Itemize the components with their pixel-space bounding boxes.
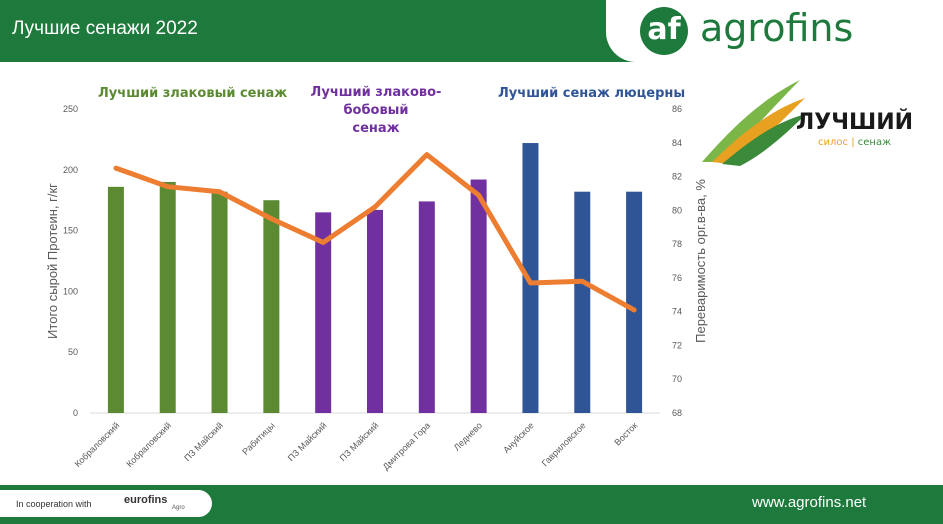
line-point — [477, 193, 481, 197]
y-tick-label: 50 — [68, 347, 78, 357]
y-tick-label: 150 — [63, 226, 78, 236]
line-point — [321, 240, 325, 244]
x-tick-label: Леднево — [452, 420, 484, 452]
y2-tick-label: 68 — [672, 408, 682, 418]
y2-tick-label: 76 — [672, 273, 682, 283]
y2-tick-label: 80 — [672, 205, 682, 215]
x-tick-label: ПЗ Майский — [182, 420, 225, 463]
y-tick-label: 250 — [63, 104, 78, 114]
brand-subtitle: силос | сенаж — [818, 137, 892, 148]
bar — [418, 201, 435, 413]
x-tick-label: Кобраловский — [73, 420, 122, 469]
y2-axis-label: Переваримость орг.в-ва, % — [693, 179, 708, 343]
group-label-grass: Лучший злаковый сенаж — [98, 86, 288, 101]
line-point — [632, 308, 636, 312]
x-tick-label: Ануйское — [501, 420, 536, 455]
x-tick-label: Кобраловский — [124, 420, 173, 469]
bar — [211, 191, 228, 413]
line-point — [580, 279, 584, 283]
bar — [107, 186, 124, 413]
y-tick-label: 200 — [63, 165, 78, 175]
bar — [367, 209, 383, 413]
y-tick-label: 0 — [73, 408, 78, 418]
line-point — [166, 185, 170, 189]
brand-sub-silage: силос — [818, 137, 849, 148]
bar — [626, 191, 643, 413]
y2-tick-label: 74 — [672, 307, 682, 317]
page-title: Лучшие сенажи 2022 — [12, 18, 198, 39]
bar — [470, 179, 487, 413]
bar — [315, 212, 332, 413]
x-tick-label: Восток — [612, 420, 639, 447]
line-point — [528, 281, 532, 285]
line-point — [218, 190, 222, 194]
y2-tick-label: 82 — [672, 172, 682, 182]
eurofins-sub: Agro — [172, 505, 185, 511]
y2-tick-label: 78 — [672, 239, 682, 249]
agrofins-logo-icon: af — [640, 7, 688, 55]
group-label-grass-legume: Лучший злаково-бобовый сенаж — [285, 84, 467, 138]
y-axis-label: Итого сырой Протеин, г/кг — [45, 183, 60, 339]
y2-tick-label: 86 — [672, 104, 682, 114]
logo-name: agrofins — [700, 6, 854, 50]
x-tick-label: Рабитицы — [240, 420, 277, 457]
eurofins-logo: eurofins — [124, 494, 168, 506]
x-tick-label: ПЗ Майский — [338, 420, 381, 463]
line-point — [373, 205, 377, 209]
y2-tick-label: 72 — [672, 340, 682, 350]
bar — [574, 191, 591, 413]
line-point — [269, 217, 273, 221]
bar — [263, 200, 280, 413]
brand-word: ЛУЧШИЙ — [796, 110, 914, 135]
group-label-grass-legume-line2: сенаж — [352, 121, 400, 136]
y-tick-label: 100 — [63, 286, 78, 296]
line-point — [114, 166, 118, 170]
x-tick-label: Дмитрова Гора — [381, 420, 433, 472]
bar — [522, 143, 539, 413]
brand-sub-haylage: сенаж — [857, 137, 892, 148]
y2-tick-label: 70 — [672, 374, 682, 384]
group-label-grass-legume-line1: Лучший злаково-бобовый — [310, 85, 442, 118]
website-link[interactable]: www.agrofins.net — [752, 494, 867, 511]
group-label-alfalfa: Лучший сенаж люцерны — [498, 86, 686, 101]
bar — [159, 181, 176, 413]
x-tick-label: ПЗ Майский — [286, 420, 329, 463]
x-tick-label: Гавриловское — [540, 420, 588, 468]
y2-tick-label: 84 — [672, 138, 682, 148]
cooperation-text: In cooperation with — [16, 499, 92, 509]
line-point — [425, 153, 429, 157]
cooperation-panel — [0, 490, 212, 517]
